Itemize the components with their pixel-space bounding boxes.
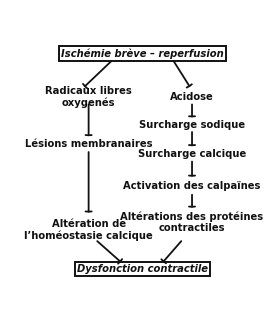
Text: Altérations des protéines
contractiles: Altérations des protéines contractiles [120, 211, 264, 233]
Text: Dysfonction contractile: Dysfonction contractile [77, 264, 208, 274]
Text: Surcharge calcique: Surcharge calcique [138, 149, 246, 159]
Text: Lésions membranaires: Lésions membranaires [25, 139, 152, 149]
Text: Acidose: Acidose [170, 92, 214, 102]
Text: Altération de
l’homéostasie calcique: Altération de l’homéostasie calcique [24, 218, 153, 241]
Text: Radicaux libres
oxygenés: Radicaux libres oxygenés [45, 86, 132, 108]
Text: Surcharge sodique: Surcharge sodique [139, 120, 245, 130]
Text: Activation des calpaïnes: Activation des calpaïnes [123, 181, 261, 191]
Text: Ischémie brève – reperfusion: Ischémie brève – reperfusion [61, 49, 224, 59]
